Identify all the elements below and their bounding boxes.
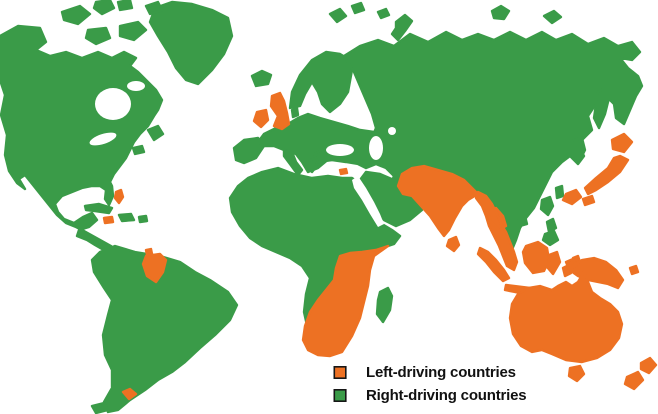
legend-item-left-driving: Left-driving countries xyxy=(333,361,526,384)
region-iceland xyxy=(250,69,273,88)
region-sulawesi xyxy=(545,250,562,276)
baltic-sea xyxy=(306,93,318,111)
region-severnaya-zemlya xyxy=(490,4,511,21)
region-jamaica xyxy=(102,215,115,225)
region-india-pakistan xyxy=(396,164,480,238)
region-cuba xyxy=(83,202,114,215)
legend: Left-driving countries Right-driving cou… xyxy=(333,361,527,407)
region-united-kingdom xyxy=(269,91,291,131)
region-tasmania xyxy=(567,364,586,383)
aral-sea xyxy=(388,127,396,135)
region-sri-lanka xyxy=(445,235,461,253)
red-sea xyxy=(352,176,384,227)
region-cyprus xyxy=(338,167,349,176)
legend-item-right-driving: Right-driving countries xyxy=(333,384,527,407)
caspian-sea xyxy=(369,136,383,160)
region-greenland xyxy=(148,0,234,86)
region-ireland xyxy=(252,108,270,129)
region-sumatra xyxy=(476,246,511,283)
region-sakhalin xyxy=(592,86,611,130)
region-philippines xyxy=(539,195,560,247)
region-new-guinea xyxy=(564,256,640,290)
hudson-bay xyxy=(95,88,131,120)
region-bahamas xyxy=(113,188,125,205)
region-madagascar xyxy=(375,286,394,324)
region-denmark xyxy=(290,106,300,119)
left-driving-landmasses xyxy=(102,91,658,401)
region-asia-mainland xyxy=(312,30,644,254)
black-sea xyxy=(326,144,354,156)
great-lakes xyxy=(89,132,117,146)
hudson-strait xyxy=(127,81,145,91)
region-australia xyxy=(508,270,624,364)
region-taiwan xyxy=(554,184,565,200)
region-newfoundland xyxy=(131,124,165,156)
region-svalbard xyxy=(328,1,391,24)
legend-item-label: Right-driving countries xyxy=(366,387,527,404)
region-south-america xyxy=(90,244,239,414)
region-japan xyxy=(561,132,634,207)
region-canadian-arctic-islands xyxy=(60,0,164,46)
region-hainan xyxy=(516,214,529,228)
legend-item-label: Left-driving countries xyxy=(366,364,516,381)
region-korea xyxy=(571,136,587,162)
region-guyana-suriname xyxy=(141,252,168,284)
region-scandinavia xyxy=(288,50,354,114)
right-driving-swatch-icon xyxy=(333,389,347,402)
region-falkland-islands xyxy=(121,387,138,401)
region-myanmar-thailand-malaysia xyxy=(474,190,519,272)
region-trinidad xyxy=(144,247,154,257)
region-new-zealand xyxy=(623,356,658,391)
region-novaya-zemlya xyxy=(390,13,414,42)
region-hispaniola xyxy=(117,212,149,224)
region-new-siberian-islands xyxy=(542,9,563,25)
region-southeast-africa xyxy=(301,244,390,358)
region-borneo xyxy=(521,240,551,275)
left-driving-swatch-icon xyxy=(333,366,347,379)
region-north-america xyxy=(0,24,164,257)
region-tierra-del-fuego xyxy=(90,401,110,414)
